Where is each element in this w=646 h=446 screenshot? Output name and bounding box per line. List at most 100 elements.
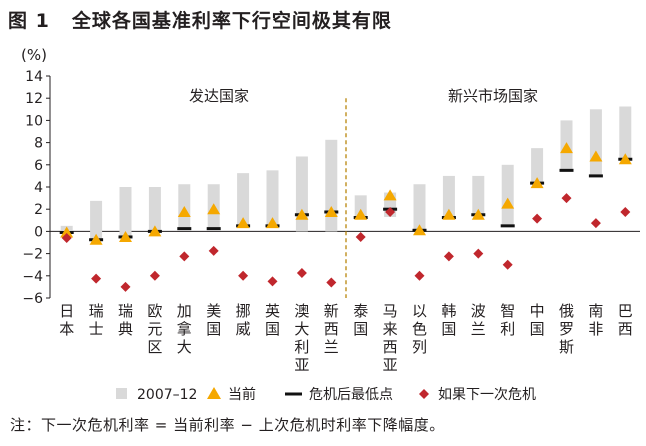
- category-label: 英国: [265, 302, 280, 338]
- current-rate-marker: [413, 224, 426, 236]
- range-bar: [472, 175, 485, 215]
- category-label: 巴西: [618, 302, 633, 338]
- y-tick-label: 6: [34, 158, 43, 174]
- category-label: 南非: [588, 302, 603, 338]
- range-bar: [119, 187, 132, 237]
- current-rate-marker: [60, 226, 74, 238]
- range-bar: [619, 106, 632, 160]
- footnote: 注：下一次危机利率 = 当前利率 − 上次危机时利率下降幅度。: [10, 416, 445, 434]
- category-label: 马来西亚: [383, 302, 398, 374]
- next-crisis-marker: [179, 251, 190, 262]
- current-rate-marker: [89, 233, 103, 245]
- next-crisis-marker: [561, 193, 572, 204]
- category-label: 澳大利亚: [294, 302, 309, 374]
- y-tick-label: 4: [34, 180, 43, 196]
- range-bar: [531, 148, 544, 183]
- next-crisis-marker: [385, 206, 396, 217]
- y-tick-label: −6: [22, 291, 43, 307]
- next-crisis-marker: [590, 218, 601, 229]
- legend-swatch-current: [207, 387, 221, 399]
- range-bar: [501, 164, 514, 226]
- figure-number: 图 1: [8, 10, 50, 32]
- current-rate-marker: [148, 225, 162, 237]
- category-label: 泰国: [353, 302, 368, 338]
- legend-label-range: 2007–12: [137, 387, 197, 403]
- next-crisis-marker: [502, 259, 513, 270]
- y-tick-label: 0: [34, 224, 43, 240]
- current-rate-marker: [442, 208, 456, 220]
- category-label: 欧元区: [147, 302, 162, 356]
- next-crisis-marker: [443, 251, 454, 262]
- range-bar: [295, 156, 308, 232]
- current-rate-marker: [383, 189, 397, 201]
- range-bar: [325, 139, 338, 232]
- next-crisis-marker: [473, 248, 484, 259]
- range-bar: [354, 195, 367, 217]
- category-label: 韩国: [441, 302, 456, 338]
- current-rate-marker: [560, 142, 573, 154]
- group-label-emerging: 新兴市场国家: [448, 87, 538, 105]
- range-bar: [266, 170, 279, 226]
- y-tick-label: 10: [25, 113, 43, 129]
- range-bar: [237, 173, 250, 226]
- next-crisis-marker: [61, 233, 72, 244]
- y-tick-label: −2: [22, 247, 43, 263]
- next-crisis-marker: [149, 270, 160, 281]
- category-label: 挪威: [236, 302, 251, 338]
- current-rate-marker: [589, 150, 603, 162]
- next-crisis-marker: [355, 231, 366, 242]
- figure-title-bar: 图 1 全球各国基准利率下行空间极其有限: [8, 6, 392, 33]
- category-label: 美国: [206, 302, 221, 338]
- current-rate-marker: [501, 197, 515, 209]
- current-rate-marker: [324, 205, 338, 217]
- chart: (%) −6 −4 −2 0 2 4 6 8 10 12 14 发达国家 新兴市场国家日本瑞士瑞典欧元区加…: [21, 46, 640, 403]
- range-bar: [413, 184, 426, 231]
- category-label: 新西兰: [324, 302, 339, 356]
- legend-label-current: 当前: [228, 386, 256, 403]
- next-crisis-marker: [208, 245, 219, 256]
- group-label-developed: 发达国家: [189, 87, 249, 105]
- current-rate-marker: [354, 208, 368, 220]
- y-axis-unit-label: (%): [21, 46, 47, 64]
- legend-swatch-next-crisis: [419, 389, 429, 399]
- category-label: 日本: [59, 302, 74, 338]
- next-crisis-marker: [532, 213, 543, 224]
- current-rate-marker: [119, 230, 132, 242]
- current-rate-marker: [618, 153, 632, 165]
- category-label: 瑞士: [89, 302, 104, 338]
- current-rate-marker: [530, 177, 544, 189]
- current-rate-marker: [295, 208, 309, 220]
- next-crisis-marker: [296, 268, 307, 279]
- category-label: 智利: [500, 302, 515, 338]
- current-rate-marker: [266, 217, 279, 229]
- range-bar: [90, 200, 103, 240]
- y-tick-label: 2: [34, 202, 43, 218]
- next-crisis-marker: [120, 281, 131, 292]
- y-tick-label: 14: [25, 69, 43, 85]
- category-label: 以色列: [412, 302, 427, 356]
- legend-swatch-range: [116, 388, 127, 399]
- y-tick-label: 12: [25, 91, 43, 107]
- category-label: 加拿大: [177, 302, 192, 356]
- current-rate-marker: [177, 205, 191, 217]
- next-crisis-marker: [620, 206, 631, 217]
- range-bar: [442, 175, 455, 218]
- legend-label-low: 危机后最低点: [309, 387, 393, 403]
- category-label: 中国: [530, 302, 545, 338]
- next-crisis-marker: [414, 270, 425, 281]
- y-tick-label: −4: [22, 269, 43, 285]
- range-bar: [589, 109, 602, 176]
- range-bar: [148, 187, 161, 232]
- current-rate-marker: [471, 208, 485, 220]
- category-label: 波兰: [471, 302, 486, 338]
- figure-title: 全球各国基准利率下行空间极其有限: [71, 10, 392, 32]
- current-rate-marker: [236, 217, 250, 229]
- current-rate-marker: [207, 203, 221, 215]
- next-crisis-marker: [238, 270, 249, 281]
- y-tick-label: 8: [34, 136, 43, 152]
- category-label: 瑞典: [118, 302, 133, 338]
- next-crisis-marker: [267, 276, 278, 287]
- next-crisis-marker: [326, 277, 337, 288]
- next-crisis-marker: [91, 273, 102, 284]
